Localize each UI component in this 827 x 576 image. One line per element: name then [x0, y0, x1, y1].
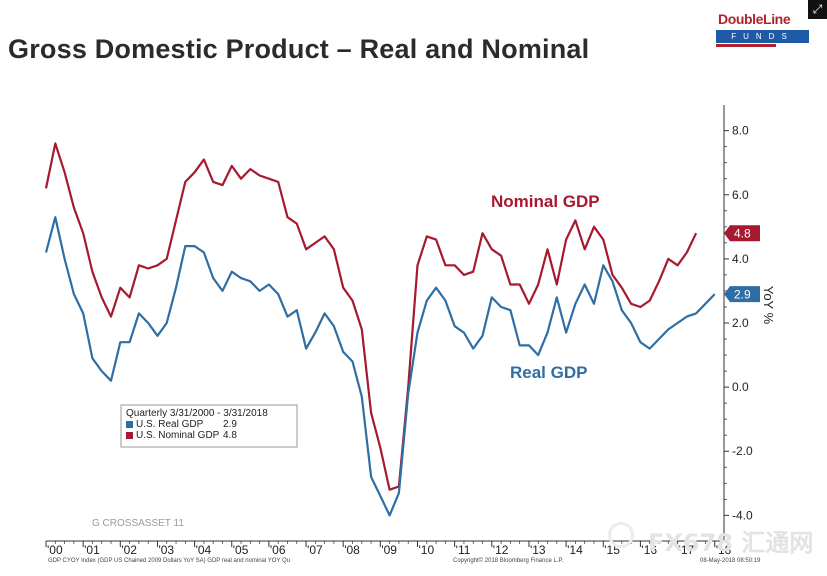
x-tick-label: '05 [233, 543, 249, 557]
logo-funds-text: FUNDS [731, 32, 794, 41]
x-tick-label: '18 [716, 543, 732, 557]
x-tick-label: '10 [419, 543, 435, 557]
y-axis-title: YoY % [761, 286, 776, 325]
x-tick-label: '11 [456, 543, 471, 557]
page-title: Gross Domestic Product – Real and Nomina… [8, 34, 590, 64]
legend-value-nominal: 4.8 [223, 430, 237, 441]
x-tick-label: '12 [493, 543, 509, 557]
last-value-label-real: 2.9 [734, 288, 751, 302]
legend-label-real: U.S. Real GDP [136, 419, 204, 430]
x-tick-label: '01 [84, 543, 100, 557]
x-tick-label: '02 [121, 543, 137, 557]
footer-timestamp: 08-May-2018 08:50:19 [700, 558, 761, 564]
x-tick-label: '07 [307, 543, 323, 557]
logo-bar [716, 30, 809, 43]
footer-copyright: Copyright© 2018 Bloomberg Finance L.P. [453, 558, 564, 564]
x-tick-label: '16 [641, 543, 657, 557]
x-tick-label: '14 [567, 543, 583, 557]
y-tick-label: 2.0 [732, 316, 749, 330]
logo-accent-line [716, 44, 776, 47]
watermark-text: FX678 汇通网 [648, 529, 814, 557]
expand-icon[interactable]: ⤢ [808, 0, 827, 19]
x-tick-label: '17 [679, 543, 695, 557]
y-tick-label: 8.0 [732, 124, 749, 138]
x-tick-label: '00 [47, 543, 63, 557]
last-value-tag-real [724, 286, 760, 303]
chart-label: G CROSSASSET 11 [92, 518, 184, 529]
y-tick-label: -2.0 [732, 444, 753, 458]
annotation-nominal: Nominal GDP [491, 192, 600, 211]
legend-value-real: 2.9 [223, 419, 237, 430]
x-tick-label: '03 [158, 543, 174, 557]
annotation-real: Real GDP [510, 363, 587, 382]
y-tick-label: 6.0 [732, 188, 749, 202]
doubleline-logo: DoubleLine FUNDS [714, 11, 812, 49]
x-tick-label: '09 [381, 543, 397, 557]
y-tick-label: 4.0 [732, 252, 749, 266]
logo-wordmark: DoubleLine [718, 11, 791, 27]
x-tick-label: '13 [530, 543, 546, 557]
series-line-nominal [44, 142, 698, 491]
legend-title: Quarterly 3/31/2000 - 3/31/2018 [126, 408, 268, 419]
footer-source: GDP CYOY Index (GDP US Chained 2009 Doll… [48, 558, 291, 564]
x-tick-label: '06 [270, 543, 286, 557]
y-tick-label: -4.0 [732, 508, 753, 522]
watermark-logo-icon [608, 522, 634, 548]
last-value-tag-nominal [724, 225, 760, 242]
legend-swatch-nominal [126, 432, 133, 439]
legend-swatch-real [126, 421, 133, 428]
last-value-label-nominal: 4.8 [734, 227, 751, 241]
x-tick-label: '08 [344, 543, 360, 557]
series-line-real [44, 216, 716, 517]
y-tick-label: 0.0 [732, 380, 749, 394]
x-tick-label: '04 [196, 543, 212, 557]
legend-box [120, 404, 298, 448]
legend-label-nominal: U.S. Nominal GDP [136, 430, 220, 441]
